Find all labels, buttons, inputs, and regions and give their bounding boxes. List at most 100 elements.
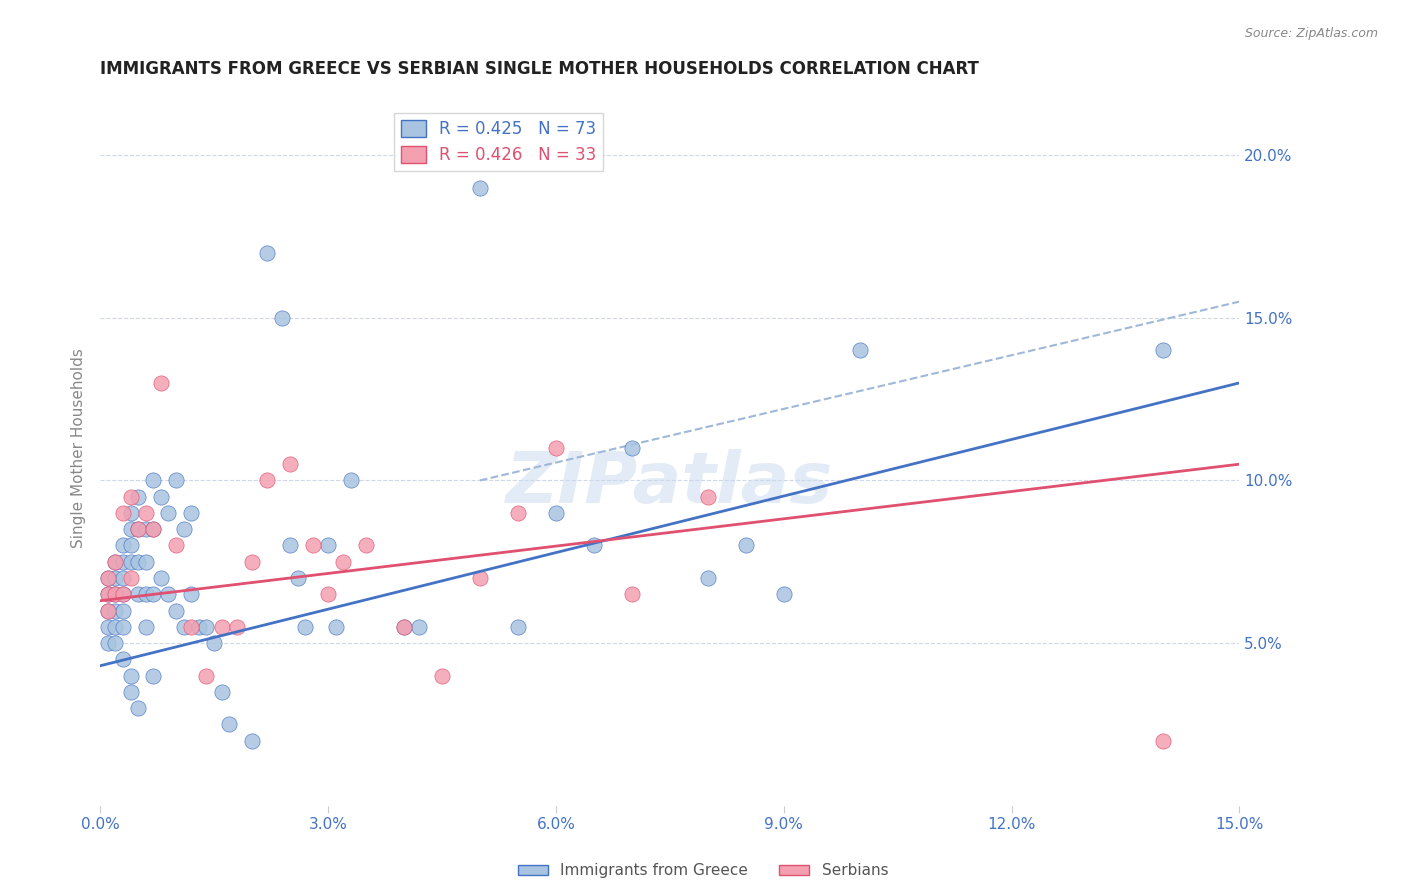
Point — [468, 571, 491, 585]
Point — [97, 571, 120, 585]
Point — [120, 490, 142, 504]
Point — [104, 636, 127, 650]
Point — [582, 539, 605, 553]
Point — [135, 555, 157, 569]
Point — [256, 245, 278, 260]
Point — [165, 474, 187, 488]
Point — [97, 603, 120, 617]
Point — [696, 571, 718, 585]
Point — [149, 571, 172, 585]
Point — [111, 652, 134, 666]
Point — [104, 555, 127, 569]
Point — [104, 587, 127, 601]
Point — [165, 603, 187, 617]
Point — [392, 620, 415, 634]
Point — [135, 506, 157, 520]
Point — [256, 474, 278, 488]
Point — [301, 539, 323, 553]
Point — [430, 668, 453, 682]
Point — [149, 490, 172, 504]
Point — [195, 620, 218, 634]
Point — [127, 522, 149, 536]
Point — [734, 539, 756, 553]
Point — [142, 522, 165, 536]
Point — [127, 587, 149, 601]
Point — [111, 603, 134, 617]
Point — [142, 587, 165, 601]
Point — [271, 310, 294, 325]
Point — [1152, 733, 1174, 747]
Point — [620, 587, 643, 601]
Point — [97, 620, 120, 634]
Point — [180, 587, 202, 601]
Point — [120, 685, 142, 699]
Point — [111, 620, 134, 634]
Point — [332, 555, 354, 569]
Point — [180, 506, 202, 520]
Point — [165, 539, 187, 553]
Point — [339, 474, 361, 488]
Point — [408, 620, 430, 634]
Legend: Immigrants from Greece, Serbians: Immigrants from Greece, Serbians — [512, 857, 894, 884]
Point — [135, 587, 157, 601]
Point — [157, 587, 180, 601]
Point — [135, 620, 157, 634]
Point — [468, 181, 491, 195]
Point — [316, 539, 339, 553]
Point — [506, 506, 529, 520]
Point — [173, 522, 195, 536]
Point — [180, 620, 202, 634]
Point — [772, 587, 794, 601]
Point — [848, 343, 870, 358]
Text: IMMIGRANTS FROM GREECE VS SERBIAN SINGLE MOTHER HOUSEHOLDS CORRELATION CHART: IMMIGRANTS FROM GREECE VS SERBIAN SINGLE… — [100, 60, 979, 78]
Point — [218, 717, 240, 731]
Y-axis label: Single Mother Households: Single Mother Households — [72, 348, 86, 548]
Legend: R = 0.425   N = 73, R = 0.426   N = 33: R = 0.425 N = 73, R = 0.426 N = 33 — [395, 113, 603, 171]
Point — [104, 571, 127, 585]
Point — [294, 620, 316, 634]
Point — [104, 620, 127, 634]
Point — [120, 571, 142, 585]
Point — [120, 506, 142, 520]
Text: ZIPatlas: ZIPatlas — [506, 450, 834, 518]
Point — [506, 620, 529, 634]
Point — [97, 571, 120, 585]
Point — [97, 587, 120, 601]
Point — [111, 539, 134, 553]
Point — [104, 587, 127, 601]
Point — [211, 620, 233, 634]
Point — [127, 522, 149, 536]
Point — [149, 376, 172, 390]
Point — [111, 587, 134, 601]
Point — [544, 506, 567, 520]
Point — [111, 571, 134, 585]
Text: Source: ZipAtlas.com: Source: ZipAtlas.com — [1244, 27, 1378, 40]
Point — [127, 490, 149, 504]
Point — [278, 457, 301, 471]
Point — [97, 603, 120, 617]
Point — [104, 603, 127, 617]
Point — [97, 587, 120, 601]
Point — [127, 701, 149, 715]
Point — [316, 587, 339, 601]
Point — [135, 522, 157, 536]
Point — [202, 636, 225, 650]
Point — [225, 620, 247, 634]
Point — [287, 571, 309, 585]
Point — [544, 441, 567, 455]
Point — [173, 620, 195, 634]
Point — [120, 668, 142, 682]
Point — [325, 620, 347, 634]
Point — [127, 555, 149, 569]
Point — [187, 620, 209, 634]
Point — [157, 506, 180, 520]
Point — [120, 522, 142, 536]
Point — [120, 539, 142, 553]
Point — [240, 733, 263, 747]
Point — [142, 474, 165, 488]
Point — [142, 522, 165, 536]
Point — [1152, 343, 1174, 358]
Point — [620, 441, 643, 455]
Point — [195, 668, 218, 682]
Point — [111, 587, 134, 601]
